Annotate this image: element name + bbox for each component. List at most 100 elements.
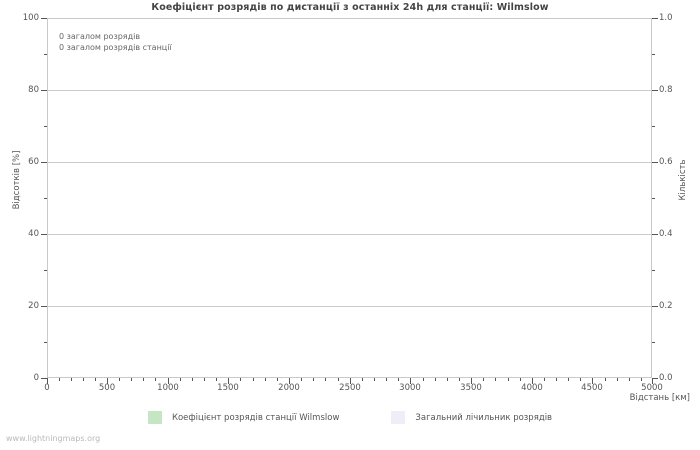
x-axis-label: Відстань [км] bbox=[629, 393, 690, 403]
xtick-mark-4100 bbox=[544, 378, 545, 381]
ytick-label-40: 40 bbox=[28, 229, 39, 239]
plot-area: 0 загалом розрядів 0 загалом розрядів ст… bbox=[47, 18, 652, 378]
xtick-mark-4200 bbox=[556, 378, 557, 381]
xtick-label-0: 0 bbox=[44, 383, 50, 393]
xtick-mark-3600 bbox=[483, 378, 484, 381]
xtick-mark-2500 bbox=[350, 378, 351, 384]
ytick-right-label-0.0: 0.0 bbox=[659, 373, 673, 383]
ytick-right-label-0.6: 0.6 bbox=[659, 157, 673, 167]
ytick-mark-0 bbox=[41, 378, 47, 379]
xtick-mark-3500 bbox=[471, 378, 472, 384]
xtick-mark-1700 bbox=[253, 378, 254, 381]
ytick-mark-70 bbox=[44, 126, 47, 127]
xtick-mark-800 bbox=[143, 378, 144, 381]
xtick-mark-1800 bbox=[265, 378, 266, 381]
legend: Коефіцієнт розрядів станції Wilmslow Заг… bbox=[0, 411, 700, 424]
xtick-mark-600 bbox=[119, 378, 120, 381]
xtick-mark-1600 bbox=[240, 378, 241, 381]
xtick-mark-1000 bbox=[168, 378, 169, 384]
ytick-label-80: 80 bbox=[28, 85, 39, 95]
plot-annotation: 0 загалом розрядів 0 загалом розрядів ст… bbox=[59, 31, 172, 53]
xtick-mark-4000 bbox=[532, 378, 533, 384]
gridline-80 bbox=[48, 90, 651, 91]
ytick-right-label-0.4: 0.4 bbox=[659, 229, 673, 239]
ytick-mark-50 bbox=[44, 198, 47, 199]
xtick-mark-2000 bbox=[289, 378, 290, 384]
xtick-mark-1100 bbox=[180, 378, 181, 381]
ytick-right-label-0.2: 0.2 bbox=[659, 301, 673, 311]
ytick-right-mark-0.4 bbox=[652, 234, 658, 235]
xtick-mark-4800 bbox=[629, 378, 630, 381]
ytick-mark-80 bbox=[41, 90, 47, 91]
ytick-right-label-0.8: 0.8 bbox=[659, 85, 673, 95]
xtick-mark-2300 bbox=[325, 378, 326, 381]
ytick-right-mark-0.6 bbox=[652, 162, 658, 163]
xtick-mark-2400 bbox=[338, 378, 339, 381]
gridline-40 bbox=[48, 234, 651, 235]
legend-label-total-counter: Загальний лічильник розрядів bbox=[415, 412, 553, 423]
ytick-mark-30 bbox=[44, 270, 47, 271]
ytick-right-mark-0.8 bbox=[652, 90, 658, 91]
xtick-mark-3300 bbox=[447, 378, 448, 381]
xtick-label-4500: 4500 bbox=[581, 383, 603, 393]
ytick-right-mark-0.2 bbox=[652, 306, 658, 307]
annotation-station-strokes: 0 загалом розрядів станції bbox=[59, 43, 172, 52]
ytick-right-label-1.0: 1.0 bbox=[659, 13, 673, 23]
xtick-mark-1500 bbox=[228, 378, 229, 384]
ytick-right-mark-0.9 bbox=[652, 54, 655, 55]
xtick-label-2000: 2000 bbox=[278, 383, 300, 393]
xtick-mark-1200 bbox=[192, 378, 193, 381]
xtick-mark-3400 bbox=[459, 378, 460, 381]
xtick-mark-2700 bbox=[374, 378, 375, 381]
xtick-mark-3700 bbox=[495, 378, 496, 381]
xtick-label-1000: 1000 bbox=[157, 383, 179, 393]
ytick-right-mark-0.5 bbox=[652, 198, 655, 199]
y-axis-label-right: Кількість bbox=[678, 159, 688, 201]
ytick-mark-20 bbox=[41, 306, 47, 307]
xtick-mark-1900 bbox=[277, 378, 278, 381]
xtick-mark-4300 bbox=[568, 378, 569, 381]
legend-swatch-total-counter bbox=[391, 411, 406, 424]
xtick-mark-300 bbox=[83, 378, 84, 381]
xtick-mark-400 bbox=[95, 378, 96, 381]
legend-swatch-station-rate bbox=[147, 411, 162, 424]
legend-item-total-counter[interactable]: Загальний лічильник розрядів bbox=[391, 411, 552, 424]
ytick-label-20: 20 bbox=[28, 301, 39, 311]
ytick-label-100: 100 bbox=[22, 13, 39, 23]
xtick-mark-2600 bbox=[362, 378, 363, 381]
xtick-mark-1400 bbox=[216, 378, 217, 381]
ytick-mark-10 bbox=[44, 342, 47, 343]
xtick-label-2500: 2500 bbox=[339, 383, 361, 393]
xtick-mark-4500 bbox=[592, 378, 593, 384]
xtick-label-4000: 4000 bbox=[521, 383, 543, 393]
gridline-60 bbox=[48, 162, 651, 163]
ytick-label-0: 0 bbox=[33, 373, 39, 383]
legend-label-station-rate: Коефіцієнт розрядів станції Wilmslow bbox=[171, 412, 340, 423]
ytick-right-mark-0.3 bbox=[652, 270, 655, 271]
ytick-right-mark-1.0 bbox=[652, 18, 658, 19]
watermark: www.lightningmaps.org bbox=[6, 434, 101, 443]
xtick-label-1500: 1500 bbox=[217, 383, 239, 393]
xtick-mark-4900 bbox=[641, 378, 642, 381]
xtick-mark-3900 bbox=[520, 378, 521, 381]
ytick-mark-100 bbox=[41, 18, 47, 19]
xtick-mark-900 bbox=[155, 378, 156, 381]
xtick-mark-1300 bbox=[204, 378, 205, 381]
ytick-right-mark-0.7 bbox=[652, 126, 655, 127]
xtick-mark-4400 bbox=[580, 378, 581, 381]
ytick-mark-60 bbox=[41, 162, 47, 163]
ytick-label-60: 60 bbox=[28, 157, 39, 167]
ytick-mark-40 bbox=[41, 234, 47, 235]
xtick-mark-3000 bbox=[410, 378, 411, 384]
xtick-label-5000: 5000 bbox=[641, 383, 663, 393]
y-axis-label-left: Відсотків [%] bbox=[12, 150, 22, 210]
xtick-mark-500 bbox=[107, 378, 108, 384]
xtick-mark-2900 bbox=[398, 378, 399, 381]
legend-item-station-rate[interactable]: Коефіцієнт розрядів станції Wilmslow bbox=[147, 411, 340, 424]
xtick-mark-100 bbox=[59, 378, 60, 381]
xtick-mark-2200 bbox=[313, 378, 314, 381]
xtick-mark-200 bbox=[71, 378, 72, 381]
page-title: Коефіцієнт розрядів по дистанції з остан… bbox=[151, 2, 549, 13]
xtick-mark-2100 bbox=[301, 378, 302, 381]
ytick-mark-90 bbox=[44, 54, 47, 55]
